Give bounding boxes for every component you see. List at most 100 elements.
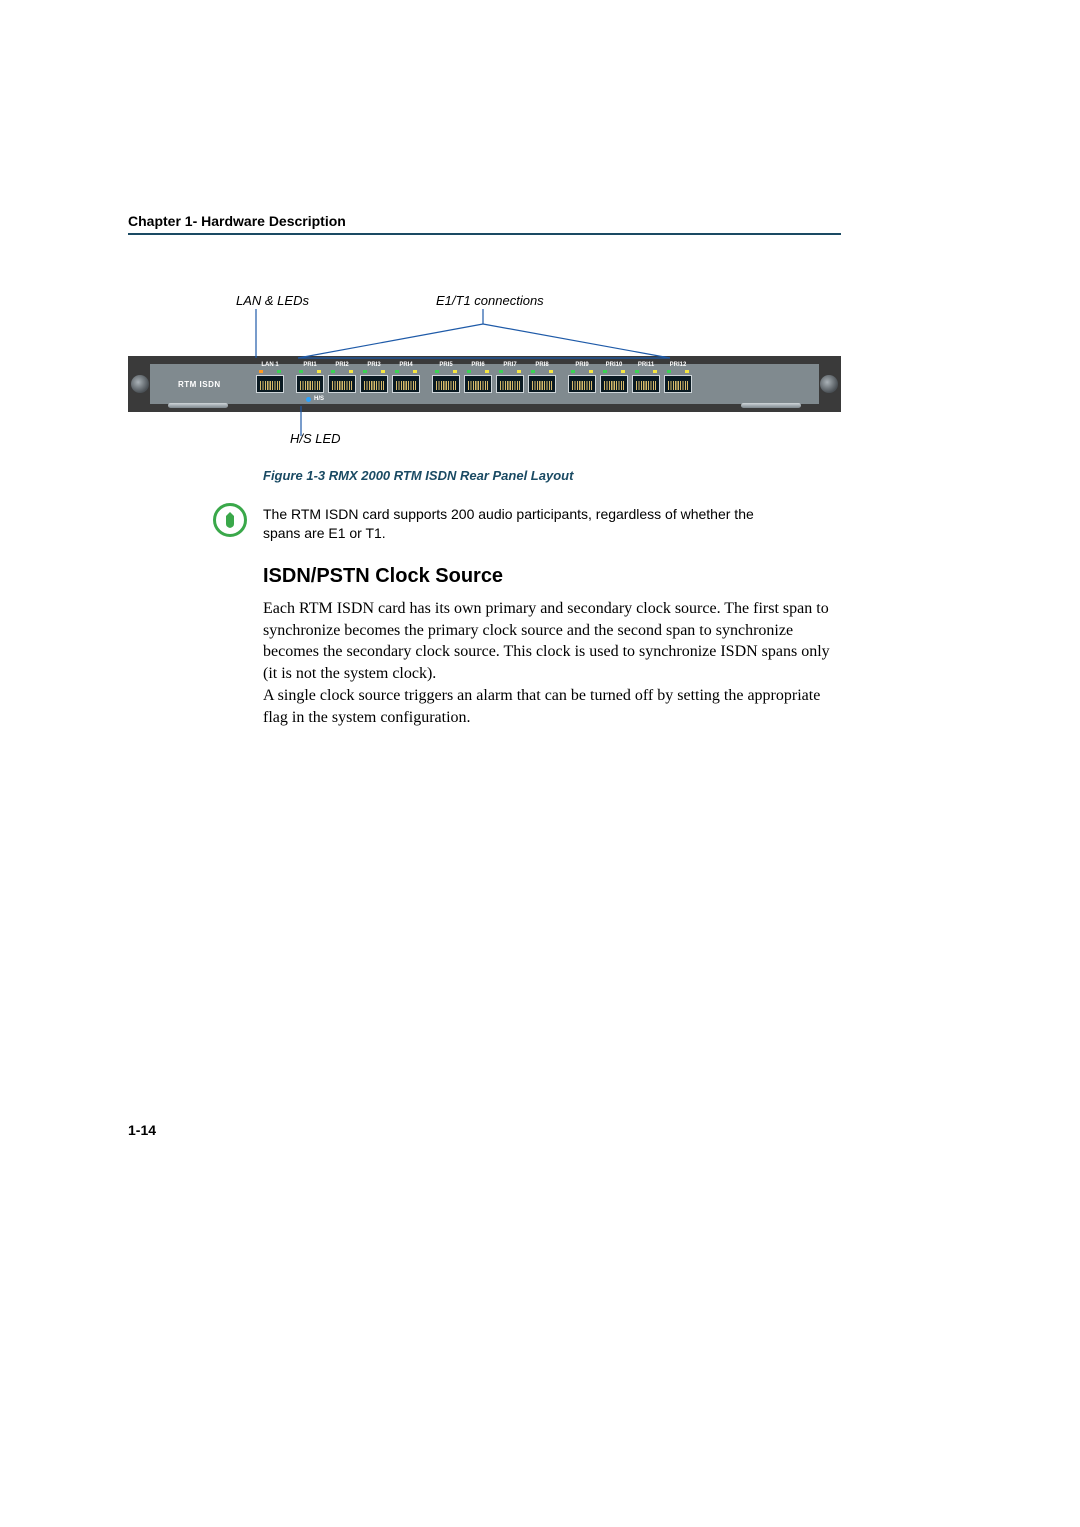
led-icon — [589, 370, 593, 373]
led-icon — [299, 370, 303, 373]
rj45-jack-icon — [256, 375, 284, 393]
port-leds — [600, 370, 628, 374]
port-label: PRI4 — [392, 362, 420, 369]
screw-icon — [820, 375, 838, 393]
port: PRI2 — [328, 362, 356, 393]
screw-icon — [131, 375, 149, 393]
led-icon — [549, 370, 553, 373]
port-leds — [256, 370, 284, 374]
port-leds — [360, 370, 388, 374]
port: PRI6 — [464, 362, 492, 393]
led-icon — [517, 370, 521, 373]
label-e1t1: E1/T1 connections — [436, 293, 544, 308]
port: PRI8 — [528, 362, 556, 393]
port-leds — [432, 370, 460, 374]
led-icon — [349, 370, 353, 373]
led-icon — [453, 370, 457, 373]
rj45-jack-icon — [600, 375, 628, 393]
port: PRI12 — [664, 362, 692, 393]
rj45-jack-icon — [392, 375, 420, 393]
hs-led-dot — [306, 397, 311, 402]
rj45-jack-icon — [496, 375, 524, 393]
port-leds — [496, 370, 524, 374]
port-leds — [568, 370, 596, 374]
port-label: PRI3 — [360, 362, 388, 369]
port: PRI11 — [632, 362, 660, 393]
rj45-jack-icon — [632, 375, 660, 393]
led-icon — [363, 370, 367, 373]
hs-led-label: H/S — [314, 396, 324, 402]
label-hs-led: H/S LED — [290, 431, 341, 446]
led-icon — [603, 370, 607, 373]
rj45-jack-icon — [328, 375, 356, 393]
led-icon — [277, 370, 281, 373]
header-rule — [128, 233, 841, 235]
led-icon — [467, 370, 471, 373]
port: PRI5 — [432, 362, 460, 393]
led-icon — [621, 370, 625, 373]
rj45-jack-icon — [296, 375, 324, 393]
note-icon — [213, 503, 247, 537]
led-icon — [485, 370, 489, 373]
rj45-jack-icon — [432, 375, 460, 393]
ports-row: LAN 1PRI1PRI2PRI3PRI4PRI5PRI6PRI7PRI8PRI… — [256, 362, 692, 393]
port-label: PRI8 — [528, 362, 556, 369]
port-label: PRI2 — [328, 362, 356, 369]
port: LAN 1 — [256, 362, 284, 393]
led-icon — [395, 370, 399, 373]
led-icon — [531, 370, 535, 373]
note-text: The RTM ISDN card supports 200 audio par… — [263, 505, 765, 543]
pri-port-group: PRI9 PRI10 PRI11 PRI12 — [568, 362, 692, 393]
rj45-jack-icon — [664, 375, 692, 393]
port-leds — [664, 370, 692, 374]
led-icon — [653, 370, 657, 373]
port-label: PRI11 — [632, 362, 660, 369]
port-label: PRI9 — [568, 362, 596, 369]
body-para-2: A single clock source triggers an alarm … — [263, 685, 843, 728]
led-icon — [499, 370, 503, 373]
port-leds — [328, 370, 356, 374]
port: PRI10 — [600, 362, 628, 393]
led-icon — [331, 370, 335, 373]
led-icon — [667, 370, 671, 373]
rj45-jack-icon — [360, 375, 388, 393]
port: PRI7 — [496, 362, 524, 393]
body-para-1: Each RTM ISDN card has its own primary a… — [263, 598, 843, 684]
handle-icon — [741, 403, 801, 408]
led-icon — [435, 370, 439, 373]
led-icon — [571, 370, 575, 373]
section-heading: ISDN/PSTN Clock Source — [263, 565, 503, 588]
led-icon — [685, 370, 689, 373]
hs-led: H/S — [306, 396, 324, 402]
led-icon — [413, 370, 417, 373]
led-icon — [381, 370, 385, 373]
rj45-jack-icon — [568, 375, 596, 393]
port-label: PRI7 — [496, 362, 524, 369]
port-label: PRI5 — [432, 362, 460, 369]
figure-caption: Figure 1-3 RMX 2000 RTM ISDN Rear Panel … — [263, 468, 573, 483]
chapter-header: Chapter 1- Hardware Description — [128, 213, 346, 229]
port: PRI9 — [568, 362, 596, 393]
port: PRI4 — [392, 362, 420, 393]
lan-port-group: LAN 1 — [256, 362, 284, 393]
port: PRI1 — [296, 362, 324, 393]
port-leds — [528, 370, 556, 374]
port-label: LAN 1 — [256, 362, 284, 369]
port-leds — [392, 370, 420, 374]
port-label: PRI6 — [464, 362, 492, 369]
port-label: PRI12 — [664, 362, 692, 369]
page-number: 1-14 — [128, 1122, 156, 1138]
pri-port-group: PRI5 PRI6 PRI7 PRI8 — [432, 362, 556, 393]
led-icon — [259, 370, 263, 373]
led-icon — [635, 370, 639, 373]
rj45-jack-icon — [528, 375, 556, 393]
port: PRI3 — [360, 362, 388, 393]
port-leds — [464, 370, 492, 374]
port-label: PRI10 — [600, 362, 628, 369]
port-leds — [296, 370, 324, 374]
handle-icon — [168, 403, 228, 408]
label-lan-leds: LAN & LEDs — [236, 293, 309, 308]
port-label: PRI1 — [296, 362, 324, 369]
rj45-jack-icon — [464, 375, 492, 393]
card-label: RTM ISDN — [178, 380, 221, 389]
